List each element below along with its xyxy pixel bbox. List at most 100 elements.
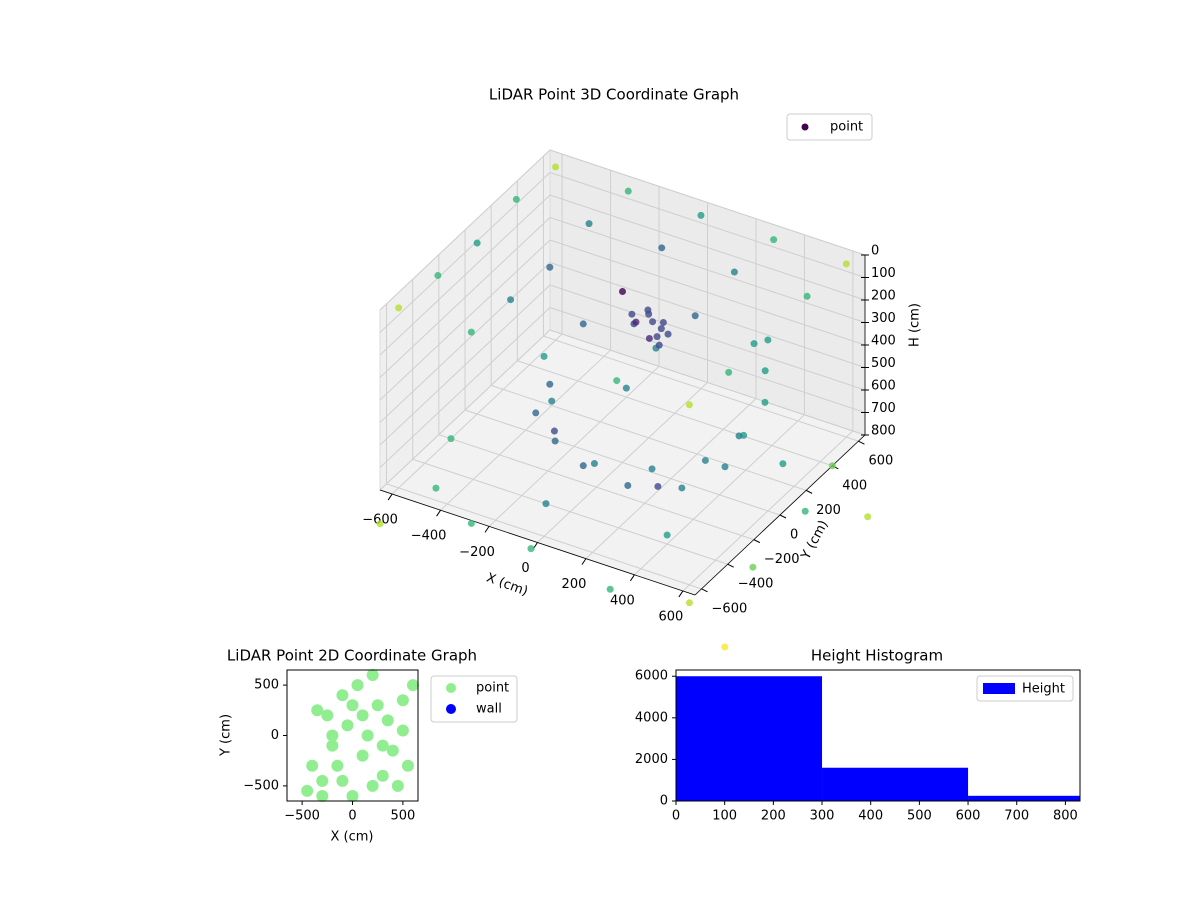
point <box>655 341 663 349</box>
grid-line <box>549 172 866 278</box>
point <box>619 288 626 295</box>
point <box>750 340 758 348</box>
point <box>546 380 554 388</box>
point <box>381 714 394 727</box>
grid-line <box>379 194 551 356</box>
point <box>842 260 850 268</box>
grid-line <box>517 360 833 467</box>
plot-frame <box>675 669 1081 802</box>
point <box>366 779 379 792</box>
legend-marker <box>446 704 456 714</box>
point <box>725 368 733 376</box>
point <box>336 774 349 787</box>
y-tick-label: −600 <box>712 601 748 616</box>
point <box>376 739 389 752</box>
x-tick-label: −400 <box>411 529 447 544</box>
point <box>628 310 636 318</box>
tick-mark <box>387 493 393 501</box>
z-tick-label: 300 <box>871 311 896 326</box>
tick-mark <box>753 539 761 544</box>
legend-box <box>786 113 873 141</box>
legend-label: point <box>830 120 863 135</box>
point <box>316 774 329 787</box>
y-axis-label: Y (cm) <box>798 518 831 563</box>
point <box>659 318 667 326</box>
x-tick-label: −200 <box>459 545 495 560</box>
point <box>512 195 520 203</box>
x-axis-label: X (cm) <box>331 830 374 845</box>
point <box>653 333 661 341</box>
grid-line <box>379 307 551 468</box>
tick-mark <box>630 574 635 582</box>
z-tick-label: 600 <box>871 379 896 394</box>
legend-label: Height <box>1022 682 1065 697</box>
point <box>764 336 772 344</box>
point <box>579 462 587 470</box>
point <box>632 318 640 326</box>
point <box>341 719 354 732</box>
point <box>326 729 339 742</box>
point <box>657 325 665 333</box>
chart-title: LiDAR Point 2D Coordinate Graph <box>227 647 477 665</box>
bar <box>968 795 1080 801</box>
chart-title: LiDAR Point 3D Coordinate Graph <box>489 86 739 104</box>
legend-box <box>976 675 1074 702</box>
point <box>356 709 369 722</box>
point <box>648 465 656 473</box>
point <box>527 545 535 553</box>
z-axis-label: H (cm) <box>908 303 923 347</box>
point <box>552 163 560 171</box>
grid-line <box>549 329 866 436</box>
point <box>685 599 693 607</box>
point <box>371 699 384 712</box>
x-tick-label: 400 <box>858 809 883 824</box>
grid-line <box>386 483 702 590</box>
point <box>507 296 515 304</box>
grid-line <box>379 217 551 378</box>
point <box>658 244 666 252</box>
grid-line <box>379 239 551 401</box>
grid-line <box>549 149 866 256</box>
point <box>321 709 334 722</box>
x-tick-label: 300 <box>810 809 835 824</box>
point <box>396 694 409 707</box>
point <box>406 679 419 692</box>
point <box>864 513 872 521</box>
point <box>447 435 455 443</box>
point <box>336 689 349 702</box>
z-tick-label: 500 <box>871 356 896 371</box>
grid-line <box>379 262 551 423</box>
point <box>585 220 593 228</box>
point <box>721 643 729 651</box>
axis-line <box>379 489 696 596</box>
point <box>376 520 384 528</box>
point <box>770 236 778 244</box>
point <box>401 759 414 772</box>
x-tick-label: 0 <box>672 809 680 824</box>
x-tick-label: 500 <box>907 809 932 824</box>
y-tick-label: 0 <box>271 728 279 743</box>
y-tick-label: 0 <box>660 794 668 809</box>
point <box>532 409 540 417</box>
plot-area <box>287 670 418 801</box>
x-tick-label: 800 <box>1053 809 1078 824</box>
z-tick-label: 400 <box>871 334 896 349</box>
point <box>316 789 329 802</box>
point <box>721 463 729 471</box>
point <box>649 318 657 326</box>
legend-marker <box>983 683 1015 694</box>
point <box>801 507 809 515</box>
grid-line <box>549 284 866 391</box>
x-tick-label: 600 <box>956 809 981 824</box>
y-tick-label: 400 <box>842 478 867 493</box>
y-tick-label: 600 <box>868 454 893 469</box>
bar <box>822 767 969 801</box>
grid-line <box>379 284 551 446</box>
point <box>542 500 550 508</box>
grid-line <box>490 384 807 491</box>
point <box>761 367 769 375</box>
point <box>366 669 379 682</box>
point <box>386 744 399 757</box>
z-tick-label: 800 <box>871 424 896 439</box>
